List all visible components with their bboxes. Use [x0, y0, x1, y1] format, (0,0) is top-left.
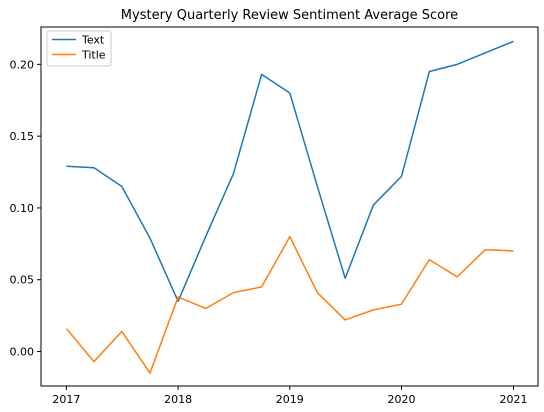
chart-title: Mystery Quarterly Review Sentiment Avera… [121, 8, 458, 23]
y-tick-label: 0.20 [10, 58, 35, 71]
legend: Text Title [46, 30, 112, 67]
y-tick-label: 0.15 [10, 130, 35, 143]
plot-area [40, 26, 539, 387]
y-tick-label: 0.00 [10, 346, 35, 359]
y-tick-label: 0.05 [10, 274, 35, 287]
series-layer [65, 40, 514, 374]
x-tick-label: 2019 [276, 393, 304, 406]
series-line-title [65, 235, 514, 374]
x-axis: 2017 2018 2019 2020 2021 [52, 386, 528, 406]
y-axis: 0.00 0.05 0.10 0.15 0.20 [10, 58, 41, 359]
legend-label-title: Title [81, 49, 106, 62]
y-tick-label: 0.10 [10, 202, 35, 215]
legend-label-text: Text [81, 34, 105, 47]
x-tick-label: 2020 [388, 393, 416, 406]
x-tick-label: 2017 [52, 393, 80, 406]
x-tick-label: 2021 [500, 393, 528, 406]
series-line-text [66, 40, 514, 303]
x-tick-label: 2018 [164, 393, 192, 406]
